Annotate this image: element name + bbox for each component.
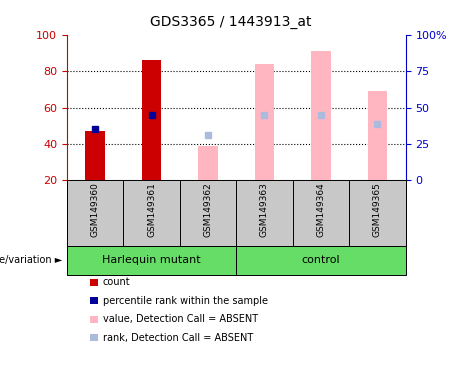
- Text: GSM149361: GSM149361: [147, 182, 156, 237]
- Text: control: control: [301, 255, 340, 265]
- Text: Harlequin mutant: Harlequin mutant: [102, 255, 201, 265]
- Text: genotype/variation ►: genotype/variation ►: [0, 255, 62, 265]
- Bar: [85, 131, 105, 180]
- Bar: [198, 146, 218, 180]
- Text: value, Detection Call = ABSENT: value, Detection Call = ABSENT: [103, 314, 258, 324]
- Text: GSM149360: GSM149360: [90, 182, 100, 237]
- Text: percentile rank within the sample: percentile rank within the sample: [103, 296, 268, 306]
- Bar: [311, 51, 331, 180]
- Text: count: count: [103, 277, 130, 287]
- Text: GSM149363: GSM149363: [260, 182, 269, 237]
- Bar: [142, 60, 161, 180]
- Text: GSM149364: GSM149364: [316, 182, 325, 237]
- Text: GDS3365 / 1443913_at: GDS3365 / 1443913_at: [150, 15, 311, 29]
- Text: GSM149365: GSM149365: [373, 182, 382, 237]
- Text: rank, Detection Call = ABSENT: rank, Detection Call = ABSENT: [103, 333, 253, 343]
- Text: GSM149362: GSM149362: [203, 182, 213, 237]
- Bar: [367, 91, 387, 180]
- Bar: [254, 64, 274, 180]
